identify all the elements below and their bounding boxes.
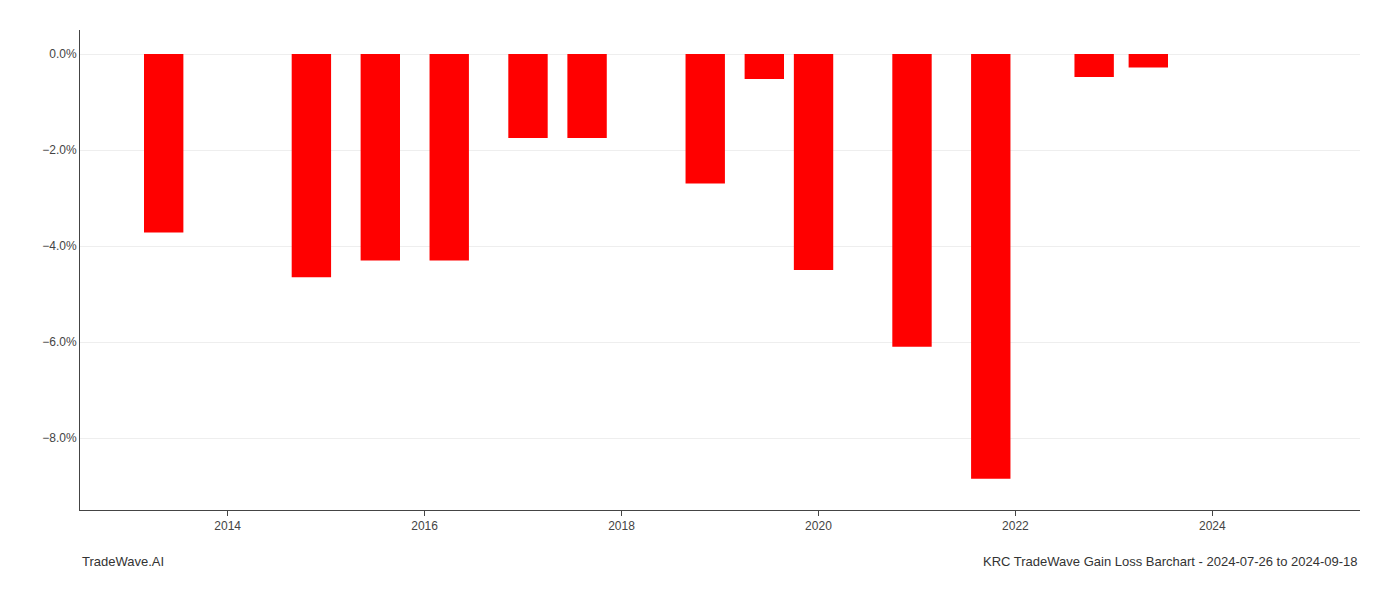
svg-text:0.0%: 0.0% — [49, 47, 77, 61]
svg-text:TradeWave.AI: TradeWave.AI — [82, 554, 164, 569]
svg-text:−4.0%: −4.0% — [42, 239, 77, 253]
svg-text:2018: 2018 — [608, 519, 635, 533]
svg-text:2014: 2014 — [214, 519, 241, 533]
svg-text:−2.0%: −2.0% — [42, 143, 77, 157]
svg-text:2016: 2016 — [411, 519, 438, 533]
svg-text:−8.0%: −8.0% — [42, 431, 77, 445]
svg-text:2022: 2022 — [1002, 519, 1029, 533]
svg-text:2020: 2020 — [805, 519, 832, 533]
svg-text:2024: 2024 — [1199, 519, 1226, 533]
svg-text:−6.0%: −6.0% — [42, 335, 77, 349]
svg-text:KRC TradeWave Gain Loss Barcha: KRC TradeWave Gain Loss Barchart - 2024-… — [983, 554, 1358, 569]
